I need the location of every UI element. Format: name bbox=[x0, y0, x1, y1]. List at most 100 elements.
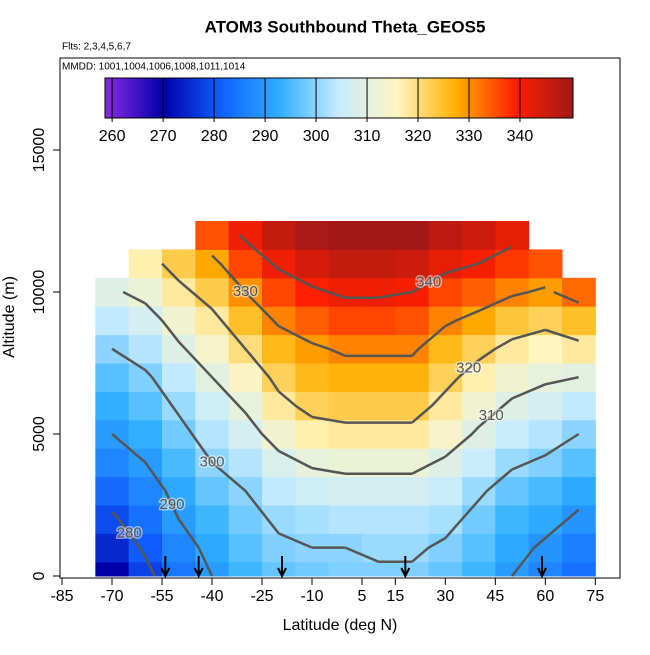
y-tick-label: 5000 bbox=[31, 416, 48, 452]
contour-label: 340 bbox=[416, 274, 441, 291]
cell bbox=[395, 419, 430, 449]
cell bbox=[495, 221, 530, 250]
cell bbox=[395, 249, 430, 279]
cell bbox=[228, 391, 263, 421]
cell bbox=[295, 334, 330, 364]
cell bbox=[295, 221, 330, 250]
cell bbox=[195, 249, 230, 279]
cell bbox=[362, 419, 396, 449]
cell bbox=[495, 476, 530, 506]
cell bbox=[195, 476, 230, 506]
cell bbox=[128, 419, 163, 449]
note: MMDD: 1001,1004,1006,1008,1011,1014 bbox=[62, 62, 246, 73]
cell bbox=[328, 363, 363, 392]
y-tick-label: 15000 bbox=[31, 128, 48, 173]
cell bbox=[228, 533, 263, 563]
cell bbox=[528, 419, 563, 449]
y-axis-label: Altitude (m) bbox=[1, 276, 18, 358]
cell bbox=[562, 277, 596, 307]
cell bbox=[228, 363, 263, 392]
cell bbox=[395, 363, 430, 392]
cell bbox=[395, 391, 430, 421]
cell bbox=[362, 363, 396, 392]
cell bbox=[562, 533, 596, 563]
cell bbox=[395, 221, 430, 250]
colorbar-tick-label: 260 bbox=[99, 128, 126, 145]
cell bbox=[362, 448, 396, 478]
cell bbox=[128, 476, 163, 506]
cell bbox=[195, 419, 230, 449]
profile-arrow bbox=[537, 556, 547, 579]
cell bbox=[362, 221, 396, 250]
cell bbox=[528, 391, 563, 421]
contour-line bbox=[111, 511, 156, 577]
colorbar-tick-label: 310 bbox=[354, 128, 381, 145]
cell bbox=[428, 277, 463, 307]
cell bbox=[295, 391, 330, 421]
cell bbox=[528, 448, 563, 478]
colorbar-tick-label: 300 bbox=[303, 128, 330, 145]
cell bbox=[495, 533, 530, 563]
cell bbox=[262, 334, 296, 364]
cell bbox=[462, 277, 496, 307]
colorbar-tick-label: 290 bbox=[252, 128, 279, 145]
cell bbox=[128, 306, 163, 336]
cell bbox=[95, 533, 130, 563]
cell bbox=[128, 363, 163, 392]
cell bbox=[162, 363, 196, 392]
cell bbox=[195, 334, 230, 364]
cell bbox=[395, 533, 430, 563]
cell bbox=[495, 419, 530, 449]
cell bbox=[162, 561, 196, 577]
cell bbox=[562, 363, 596, 392]
cell bbox=[128, 561, 163, 577]
field bbox=[95, 221, 596, 577]
cell bbox=[395, 306, 430, 336]
cell bbox=[162, 476, 196, 506]
cell bbox=[562, 306, 596, 336]
cell bbox=[262, 306, 296, 336]
contour-line bbox=[161, 262, 580, 424]
contour-label: 310 bbox=[479, 407, 504, 424]
cell bbox=[328, 277, 363, 307]
cell bbox=[428, 391, 463, 421]
cell bbox=[495, 448, 530, 478]
x-tick-label: -10 bbox=[300, 588, 323, 605]
x-axis-label: Latitude (deg N) bbox=[283, 617, 398, 634]
cell bbox=[462, 533, 496, 563]
cell bbox=[562, 448, 596, 478]
contour-line bbox=[238, 234, 513, 299]
x-tick-label: -70 bbox=[100, 588, 123, 605]
cell bbox=[395, 505, 430, 534]
cell bbox=[295, 306, 330, 336]
cell bbox=[195, 561, 230, 577]
x-tick-label: -55 bbox=[150, 588, 173, 605]
cell bbox=[395, 561, 430, 577]
cell bbox=[128, 391, 163, 421]
cell bbox=[262, 419, 296, 449]
cell bbox=[162, 277, 196, 307]
cell bbox=[295, 363, 330, 392]
cell bbox=[495, 306, 530, 336]
cell bbox=[328, 391, 363, 421]
x-tick-label: -40 bbox=[200, 588, 223, 605]
colorbar-tick-label: 280 bbox=[201, 128, 228, 145]
cell bbox=[495, 249, 530, 279]
cell bbox=[395, 476, 430, 506]
cell bbox=[428, 419, 463, 449]
cell bbox=[462, 363, 496, 392]
cell bbox=[428, 505, 463, 534]
contour-label: 330 bbox=[233, 283, 258, 300]
cell bbox=[295, 505, 330, 534]
colorbar-tick-label: 330 bbox=[456, 128, 483, 145]
cell bbox=[428, 221, 463, 250]
cell bbox=[328, 476, 363, 506]
y-tick-label: 0 bbox=[31, 571, 48, 580]
cell bbox=[162, 533, 196, 563]
cell bbox=[195, 221, 230, 250]
profile-arrow bbox=[193, 556, 204, 579]
cell bbox=[362, 391, 396, 421]
profile-arrow bbox=[400, 556, 411, 579]
